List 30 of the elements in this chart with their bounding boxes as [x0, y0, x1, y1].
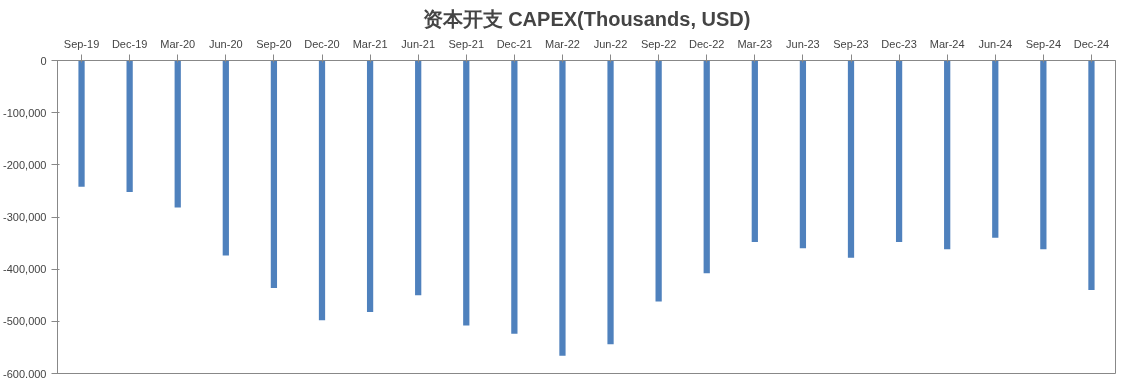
x-tick-label: Jun-24 [978, 37, 1013, 50]
x-tick-label: Dec-19 [111, 37, 148, 50]
y-tick-label: -600,000 [3, 367, 47, 380]
x-tick-label: Mar-20 [160, 37, 196, 50]
x-tick-label: Sep-20 [256, 37, 292, 50]
x-tick-label: Sep-23 [833, 37, 869, 50]
x-tick-label: Dec-22 [689, 37, 725, 50]
y-tick-label: 0 [40, 54, 47, 67]
x-tick-label: Mar-21 [352, 37, 388, 50]
x-tick-label: Mar-24 [929, 37, 965, 50]
chart-title: 资本开支 CAPEX(Thousands, USD) [422, 7, 751, 30]
y-tick-label: -200,000 [3, 158, 47, 171]
x-tick-label: Mar-22 [545, 37, 580, 50]
x-tick-label: Mar-23 [737, 37, 773, 50]
y-tick-label: -400,000 [3, 263, 47, 276]
y-tick-label: -500,000 [3, 315, 47, 328]
x-tick-label: Jun-21 [401, 37, 436, 50]
x-tick-label: Sep-19 [63, 37, 100, 50]
x-tick-label: Dec-23 [881, 37, 917, 50]
x-tick-label: Dec-21 [496, 37, 533, 50]
x-tick-label: Dec-20 [304, 37, 340, 50]
y-tick-label: -100,000 [3, 106, 47, 119]
x-tick-label: Sep-22 [640, 37, 677, 50]
x-tick-label: Jun-22 [593, 37, 628, 50]
x-tick-label: Jun-20 [209, 37, 243, 50]
y-tick-label: -300,000 [3, 211, 47, 223]
x-tick-label: Sep-21 [448, 37, 485, 50]
x-tick-label: Dec-24 [1073, 37, 1110, 50]
x-tick-label: Sep-24 [1025, 37, 1062, 50]
x-tick-label: Jun-23 [786, 37, 820, 50]
